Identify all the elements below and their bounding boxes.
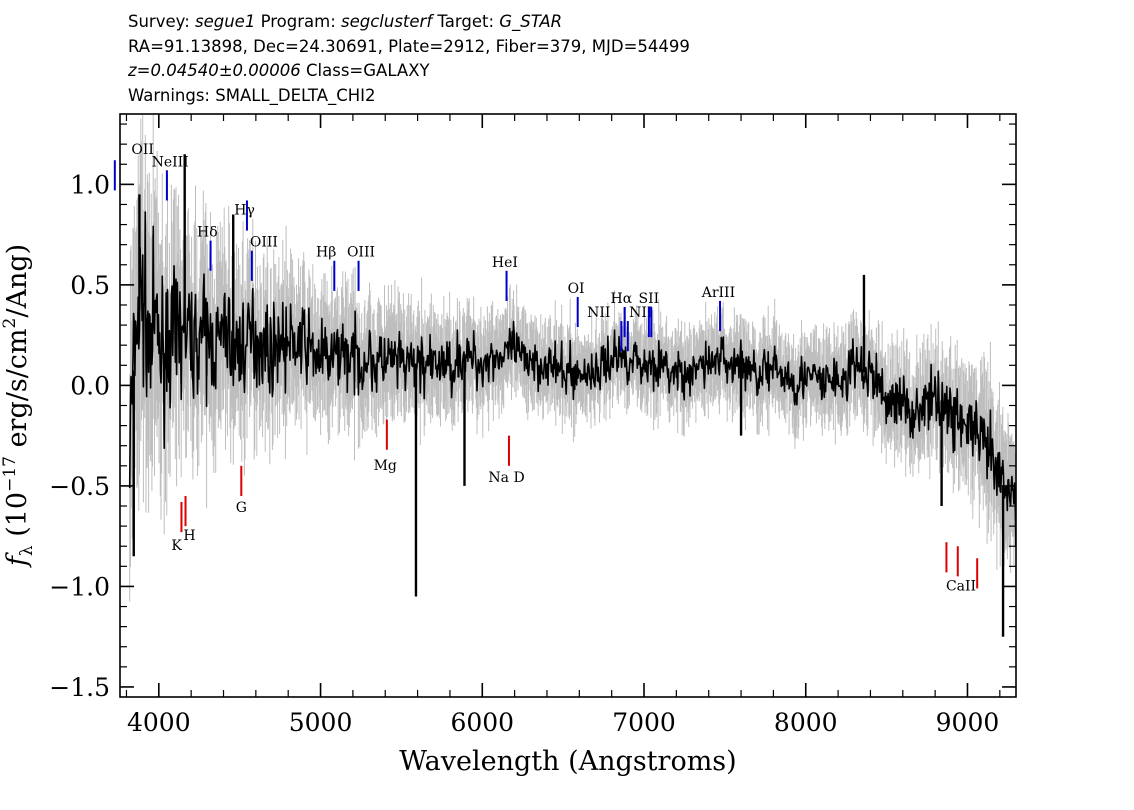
line-marker-label: OIII <box>347 245 375 261</box>
y-tick-label: 0.5 <box>70 271 110 300</box>
line-marker-label: ArIII <box>701 285 735 301</box>
line-marker-label: Hα <box>611 291 633 307</box>
line-marker-label: OII <box>131 142 154 158</box>
y-tick-label: 1.0 <box>70 170 110 199</box>
line-marker-label: NII <box>587 305 610 321</box>
line-marker-label: K <box>171 538 182 554</box>
flux-layer <box>128 154 1016 637</box>
target-value: G_STAR <box>499 12 563 31</box>
y-tick-label: 0.0 <box>70 371 110 400</box>
x-tick-label: 6000 <box>450 708 514 737</box>
x-axis-label: Wavelength (Angstroms) <box>399 746 736 777</box>
class-value: Class=GALAXY <box>300 61 430 80</box>
flux-line <box>128 211 1016 547</box>
survey-label: Survey: <box>128 12 195 31</box>
y-label-exp2: 2 <box>0 318 20 329</box>
survey-value: segue1 <box>195 12 256 31</box>
y-label-rest: erg/s/cm <box>2 328 33 456</box>
x-tick-label: 8000 <box>774 708 838 737</box>
x-tick-label: 9000 <box>936 708 1000 737</box>
program-label: Program: <box>255 12 341 31</box>
line-marker-label: HeI <box>492 255 518 271</box>
header-line-survey: Survey: segue1 Program: segclusterf Targ… <box>128 10 1028 35</box>
y-axis-label: fλ (10−17 erg/s/cm2/Ang) <box>0 244 37 568</box>
line-marker-label: Hβ <box>316 245 336 261</box>
program-value: segclusterf <box>341 12 433 31</box>
y-tick-label: −0.5 <box>49 472 110 501</box>
line-marker-label: OIII <box>250 235 278 251</box>
line-marker-label: G <box>236 500 247 516</box>
y-label-unit: (10 <box>2 492 33 545</box>
y-tick-label: −1.0 <box>49 572 110 601</box>
y-label-end: /Ang) <box>2 244 33 318</box>
x-tick-label: 5000 <box>289 708 353 737</box>
redshift-value: z=0.04540±0.00006 <box>128 61 301 80</box>
line-marker-label: CaII <box>946 578 976 594</box>
header-line-warnings: Warnings: SMALL_DELTA_CHI2 <box>128 85 376 105</box>
y-label-sub: λ <box>17 545 37 556</box>
x-tick-label: 4000 <box>127 708 191 737</box>
line-marker-label: NII <box>629 305 652 321</box>
plot-header: Survey: segue1 Program: segclusterf Targ… <box>128 10 1028 108</box>
line-marker-label: Mg <box>374 458 397 474</box>
y-tick-label: −1.5 <box>49 673 110 702</box>
line-marker-label: NeIII <box>152 154 189 170</box>
line-marker-label: Hγ <box>234 203 255 219</box>
header-line-coordinates: RA=91.13898, Dec=24.30691, Plate=2912, F… <box>128 36 690 56</box>
line-marker-label: H <box>183 528 195 544</box>
line-marker-label: SII <box>639 291 660 307</box>
y-label-exp: −17 <box>0 456 20 492</box>
header-line-redshift: z=0.04540±0.00006 Class=GALAXY <box>128 59 1028 84</box>
line-marker-label: Na D <box>488 470 524 486</box>
y-label-f: f <box>2 552 33 568</box>
axis-ticks: 4000 5000 6000 7000 8000 9000 1.0 0.5 0.0 −0.5 −1.… <box>49 114 1016 737</box>
x-tick-label: 7000 <box>612 708 676 737</box>
line-marker-label: OI <box>568 281 585 297</box>
line-marker-label: Hδ <box>197 225 218 241</box>
target-label: Target: <box>432 12 500 31</box>
